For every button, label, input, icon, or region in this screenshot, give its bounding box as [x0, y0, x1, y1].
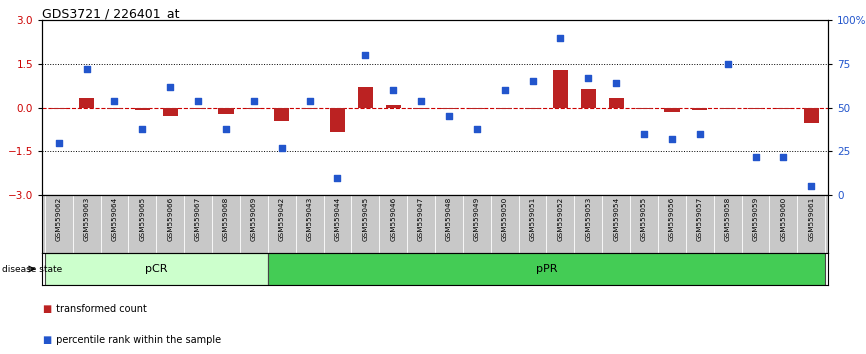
Text: GSM559054: GSM559054 — [613, 197, 619, 241]
Point — [498, 87, 512, 93]
Bar — [413, 108, 429, 109]
Text: ■: ■ — [42, 335, 51, 345]
Text: GSM559067: GSM559067 — [195, 197, 201, 241]
Bar — [553, 70, 568, 108]
Bar — [580, 90, 596, 108]
Text: GDS3721 / 226401_at: GDS3721 / 226401_at — [42, 7, 179, 20]
Text: GSM559061: GSM559061 — [808, 197, 814, 241]
Bar — [720, 108, 735, 109]
Text: GSM559066: GSM559066 — [167, 197, 173, 241]
Point — [637, 131, 651, 137]
Point — [135, 126, 149, 131]
Text: GSM559068: GSM559068 — [223, 197, 229, 241]
Point — [80, 66, 94, 72]
Text: GSM559047: GSM559047 — [418, 197, 424, 241]
Bar — [358, 86, 373, 108]
Bar — [385, 105, 401, 108]
Bar — [274, 108, 289, 121]
Text: GSM559064: GSM559064 — [112, 197, 118, 241]
Text: GSM559057: GSM559057 — [697, 197, 703, 241]
Text: percentile rank within the sample: percentile rank within the sample — [53, 335, 222, 345]
Point — [805, 183, 818, 189]
Text: GSM559043: GSM559043 — [307, 197, 313, 241]
Point — [693, 131, 707, 137]
Bar — [268, 253, 825, 285]
Point — [442, 113, 456, 119]
Point — [748, 154, 762, 159]
Point — [610, 80, 624, 86]
Bar — [218, 108, 234, 114]
Point — [191, 98, 205, 103]
Point — [470, 126, 484, 131]
Point — [414, 98, 428, 103]
Point — [721, 61, 734, 67]
Bar — [748, 108, 763, 109]
Text: GSM559062: GSM559062 — [55, 197, 61, 241]
Bar — [135, 108, 150, 110]
Text: GSM559058: GSM559058 — [725, 197, 731, 241]
Bar — [692, 108, 708, 110]
Point — [665, 136, 679, 142]
Text: ■: ■ — [42, 304, 51, 314]
Text: GSM559048: GSM559048 — [446, 197, 452, 241]
Bar — [609, 98, 624, 108]
Point — [247, 98, 261, 103]
Bar — [776, 108, 791, 109]
Bar — [246, 108, 262, 109]
Bar — [79, 98, 94, 108]
Bar — [191, 108, 206, 109]
Point — [359, 52, 372, 58]
Text: pCR: pCR — [145, 264, 167, 274]
Text: GSM559044: GSM559044 — [334, 197, 340, 241]
Text: GSM559042: GSM559042 — [279, 197, 285, 241]
Text: GSM559059: GSM559059 — [753, 197, 759, 241]
Text: GSM559046: GSM559046 — [391, 197, 396, 241]
Point — [302, 98, 316, 103]
Bar — [664, 108, 680, 112]
Text: pPR: pPR — [536, 264, 557, 274]
Text: transformed count: transformed count — [53, 304, 147, 314]
Text: GSM559051: GSM559051 — [529, 197, 535, 241]
Bar — [163, 108, 178, 116]
Text: disease state: disease state — [2, 264, 62, 274]
Point — [164, 84, 178, 89]
Text: GSM559049: GSM559049 — [474, 197, 480, 241]
Bar — [525, 108, 540, 109]
Bar — [497, 108, 513, 109]
Point — [107, 98, 121, 103]
Point — [219, 126, 233, 131]
Point — [581, 75, 595, 81]
Bar — [302, 108, 317, 109]
Bar — [469, 108, 484, 109]
Text: GSM559053: GSM559053 — [585, 197, 591, 241]
Point — [386, 87, 400, 93]
Bar — [804, 108, 819, 123]
Text: GSM559050: GSM559050 — [501, 197, 507, 241]
Point — [275, 145, 288, 150]
Bar — [51, 108, 67, 109]
Text: GSM559052: GSM559052 — [558, 197, 564, 241]
Point — [526, 79, 540, 84]
Text: GSM559069: GSM559069 — [251, 197, 257, 241]
Point — [553, 35, 567, 40]
Text: GSM559063: GSM559063 — [84, 197, 89, 241]
Bar — [45, 253, 268, 285]
Bar — [107, 108, 122, 109]
Text: GSM559065: GSM559065 — [139, 197, 145, 241]
Bar — [442, 108, 456, 109]
Bar — [330, 108, 346, 132]
Point — [52, 140, 66, 145]
Text: GSM559056: GSM559056 — [669, 197, 675, 241]
Text: GSM559045: GSM559045 — [362, 197, 368, 241]
Bar — [637, 108, 652, 109]
Text: GSM559055: GSM559055 — [641, 197, 647, 241]
Point — [777, 154, 791, 159]
Point — [331, 175, 345, 180]
Text: GSM559060: GSM559060 — [780, 197, 786, 241]
